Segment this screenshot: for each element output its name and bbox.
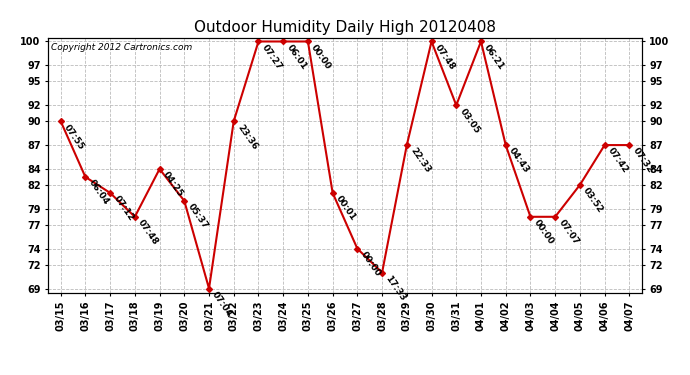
- Text: 07:12: 07:12: [112, 194, 135, 223]
- Title: Outdoor Humidity Daily High 20120408: Outdoor Humidity Daily High 20120408: [194, 20, 496, 35]
- Text: 07:04: 07:04: [210, 290, 234, 318]
- Text: 07:48: 07:48: [433, 43, 457, 72]
- Text: 23:36: 23:36: [235, 123, 259, 151]
- Text: 00:00: 00:00: [532, 218, 555, 246]
- Text: 03:52: 03:52: [581, 186, 605, 215]
- Text: 04:43: 04:43: [507, 147, 531, 175]
- Text: 06:01: 06:01: [284, 43, 308, 71]
- Text: 07:55: 07:55: [62, 123, 86, 151]
- Text: 07:32: 07:32: [631, 147, 655, 175]
- Text: 07:42: 07:42: [606, 147, 630, 175]
- Text: 22:33: 22:33: [408, 147, 432, 175]
- Text: 05:37: 05:37: [186, 202, 210, 231]
- Text: 17:33: 17:33: [384, 274, 407, 303]
- Text: 00:00: 00:00: [309, 43, 333, 71]
- Text: 06:04: 06:04: [87, 178, 110, 207]
- Text: 00:01: 00:01: [334, 194, 357, 223]
- Text: 07:27: 07:27: [260, 43, 284, 72]
- Text: 07:48: 07:48: [136, 218, 160, 247]
- Text: 04:25: 04:25: [161, 170, 185, 199]
- Text: 06:21: 06:21: [482, 43, 506, 71]
- Text: 07:07: 07:07: [557, 218, 580, 247]
- Text: 03:05: 03:05: [457, 106, 482, 135]
- Text: 00:00: 00:00: [359, 250, 382, 278]
- Text: Copyright 2012 Cartronics.com: Copyright 2012 Cartronics.com: [51, 43, 193, 52]
